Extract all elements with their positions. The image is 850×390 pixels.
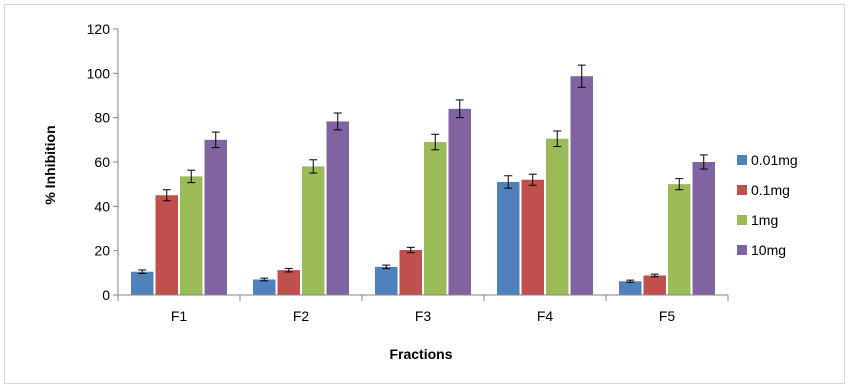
bar-f3-0.1mg [399,250,422,295]
bar-f3-10mg [448,108,471,295]
legend-swatch [737,185,747,195]
bar-f2-0.1mg [277,270,300,295]
bar-f5-0.01mg [619,281,642,295]
axes [117,29,728,296]
y-tick-label: 20 [94,243,110,259]
x-tick-label: F1 [171,308,188,324]
y-tick-label: 80 [94,110,110,126]
y-axis-ticks: 0 20 40 60 80 100 120 [87,21,118,303]
bar-f4-10mg [570,76,593,295]
x-axis-ticks: F1 F2 F3 F4 F5 [117,295,729,324]
chart-frame: 0 20 40 60 80 100 120 F1 F2 F3 F4 F5 % Inhibition … [4,4,845,384]
bar-f2-1mg [302,166,325,295]
legend-swatch [737,155,747,165]
x-tick-label: F3 [415,308,432,324]
bar-f1-1mg [180,176,203,295]
bar-f4-0.1mg [521,179,544,295]
bar-f1-0.1mg [155,195,178,295]
x-axis-title: Fractions [389,346,452,362]
y-tick-label: 60 [94,154,110,170]
legend-label: 0.1mg [751,182,790,198]
x-tick-label: F4 [537,308,554,324]
legend-swatch [737,215,747,225]
legend: 0.01mg 0.1mg 1mg 10mg [737,152,798,258]
bar-f5-1mg [668,184,691,295]
legend-swatch [737,245,747,255]
bar-f5-0.1mg [643,275,666,295]
y-axis-title: % Inhibition [42,125,58,204]
bar-f1-0.01mg [131,271,154,295]
legend-label: 1mg [751,212,778,228]
x-tick-label: F5 [659,308,676,324]
legend-label: 10mg [751,242,786,258]
bar-f2-0.01mg [253,279,276,295]
legend-label: 0.01mg [751,152,798,168]
bar-f3-1mg [424,142,447,295]
bar-f3-0.01mg [375,266,398,295]
y-tick-label: 40 [94,198,110,214]
y-tick-label: 0 [102,287,110,303]
bar-f4-0.01mg [497,181,520,295]
bar-f5-10mg [692,162,715,295]
bar-f4-1mg [546,138,569,295]
y-tick-label: 120 [87,21,111,37]
bar-f1-10mg [204,139,227,295]
bar-f2-10mg [326,121,349,295]
bars [131,64,715,295]
x-tick-label: F2 [293,308,310,324]
y-tick-label: 100 [87,65,111,81]
